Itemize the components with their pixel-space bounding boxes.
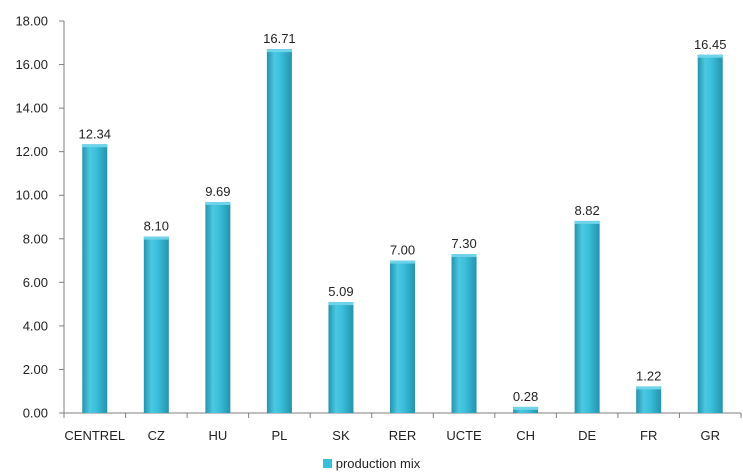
bar (205, 201, 231, 413)
data-label: 16.71 (263, 31, 296, 46)
bar-pl: 16.71 (263, 31, 296, 414)
bar (513, 406, 539, 413)
bar-cap (143, 236, 169, 240)
x-tick-label: FR (640, 428, 657, 443)
bar (636, 386, 662, 413)
bar (451, 254, 477, 413)
bar-cap (697, 54, 723, 58)
x-tick-label: HU (208, 428, 227, 443)
bar (328, 302, 354, 413)
x-tick-label: DE (578, 428, 596, 443)
bar-centrel: 12.34 (78, 126, 111, 414)
bar-fr: 1.22 (636, 368, 661, 413)
y-tick-label: 18.00 (15, 14, 48, 29)
bar (697, 54, 723, 413)
data-label: 5.09 (328, 284, 353, 299)
x-tick-label: CZ (148, 428, 165, 443)
data-label: 12.34 (78, 126, 111, 141)
bar-cap (574, 220, 600, 224)
bar-de: 8.82 (574, 203, 600, 413)
bar-cap (328, 302, 354, 306)
y-tick-label: 16.00 (15, 57, 48, 72)
data-label: 0.28 (513, 389, 538, 404)
y-tick-label: 12.00 (15, 144, 48, 159)
bar-ch: 0.28 (513, 389, 538, 413)
bar (266, 49, 292, 414)
bar-hu: 9.69 (205, 184, 231, 413)
x-tick-label: PL (271, 428, 287, 443)
bar (574, 220, 600, 413)
bars: 12.34 8.10 9.69 16.71 5.09 7.00 7.30 0.28 8.82 1.… (78, 31, 727, 414)
y-tick-label: 6.00 (23, 275, 48, 290)
bar-sk: 5.09 (328, 284, 354, 413)
bar-gr: 16.45 (694, 37, 727, 413)
bar (390, 260, 415, 413)
legend: production mix (0, 456, 743, 471)
bar-cap (636, 386, 662, 390)
x-tick-label: CH (516, 428, 535, 443)
bar-cap (266, 49, 292, 53)
bar-rer: 7.00 (390, 243, 415, 413)
bar-cz: 8.10 (144, 219, 169, 413)
bar (143, 236, 169, 413)
y-tick-label: 0.00 (23, 406, 48, 421)
x-axis: CENTREL CZ HU PL SK RER UCTE CH DE FR GR (63, 412, 742, 443)
bar (82, 144, 108, 414)
y-tick-label: 8.00 (23, 231, 48, 246)
x-tick-label: UCTE (446, 428, 482, 443)
x-tick-label: SK (332, 428, 350, 443)
x-tick-label: RER (389, 428, 416, 443)
x-tick-label: GR (700, 428, 720, 443)
bar-cap (205, 201, 231, 205)
legend-label-production-mix: production mix (335, 456, 421, 471)
bar-cap (390, 260, 415, 264)
data-label: 7.30 (451, 236, 476, 251)
y-tick-label: 2.00 (23, 362, 48, 377)
bar-cap (513, 406, 539, 410)
y-tick-label: 4.00 (23, 318, 48, 333)
legend-swatch-production-mix (322, 459, 332, 468)
data-label: 7.00 (390, 243, 415, 258)
y-tick-label: 10.00 (15, 188, 48, 203)
data-label: 16.45 (694, 37, 727, 52)
data-label: 1.22 (636, 368, 661, 383)
bar-cap (82, 144, 108, 148)
data-label: 9.69 (205, 184, 230, 199)
y-tick-label: 14.00 (15, 101, 48, 116)
data-label: 8.10 (144, 219, 169, 234)
x-tick-label: CENTREL (64, 428, 125, 443)
bar-cap (451, 254, 477, 258)
y-axis: 0.00 2.00 4.00 6.00 8.00 10.00 12.00 14.00 16.00… (15, 14, 65, 421)
data-label: 8.82 (574, 203, 599, 218)
bar-chart: 0.00 2.00 4.00 6.00 8.00 10.00 12.00 14.00 16.00… (15, 14, 742, 443)
bar-ucte: 7.30 (451, 236, 477, 413)
